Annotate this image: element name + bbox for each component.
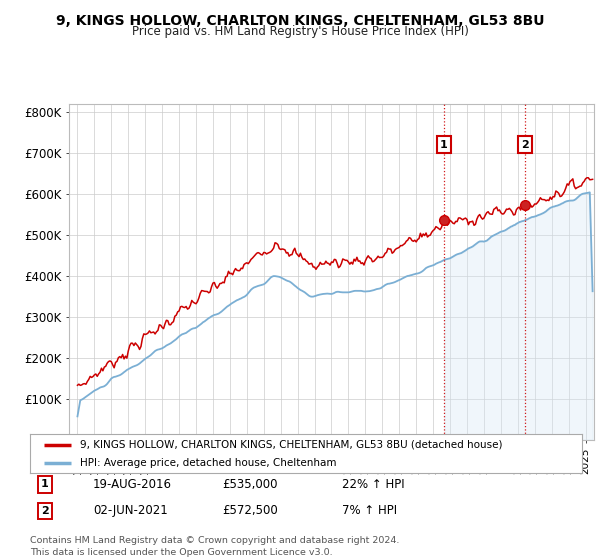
Text: £535,000: £535,000 bbox=[222, 478, 277, 491]
Text: 7% ↑ HPI: 7% ↑ HPI bbox=[342, 504, 397, 517]
Text: 1: 1 bbox=[440, 139, 448, 150]
Text: 9, KINGS HOLLOW, CHARLTON KINGS, CHELTENHAM, GL53 8BU: 9, KINGS HOLLOW, CHARLTON KINGS, CHELTEN… bbox=[56, 14, 544, 28]
Text: HPI: Average price, detached house, Cheltenham: HPI: Average price, detached house, Chel… bbox=[80, 458, 336, 468]
Text: 19-AUG-2016: 19-AUG-2016 bbox=[93, 478, 172, 491]
Text: 1: 1 bbox=[41, 479, 49, 489]
Text: 22% ↑ HPI: 22% ↑ HPI bbox=[342, 478, 404, 491]
Text: 9, KINGS HOLLOW, CHARLTON KINGS, CHELTENHAM, GL53 8BU (detached house): 9, KINGS HOLLOW, CHARLTON KINGS, CHELTEN… bbox=[80, 440, 502, 450]
Text: £572,500: £572,500 bbox=[222, 504, 278, 517]
Text: Contains HM Land Registry data © Crown copyright and database right 2024.
This d: Contains HM Land Registry data © Crown c… bbox=[30, 536, 400, 557]
Text: Price paid vs. HM Land Registry's House Price Index (HPI): Price paid vs. HM Land Registry's House … bbox=[131, 25, 469, 38]
Text: 2: 2 bbox=[41, 506, 49, 516]
Text: 2: 2 bbox=[521, 139, 529, 150]
Text: 02-JUN-2021: 02-JUN-2021 bbox=[93, 504, 168, 517]
